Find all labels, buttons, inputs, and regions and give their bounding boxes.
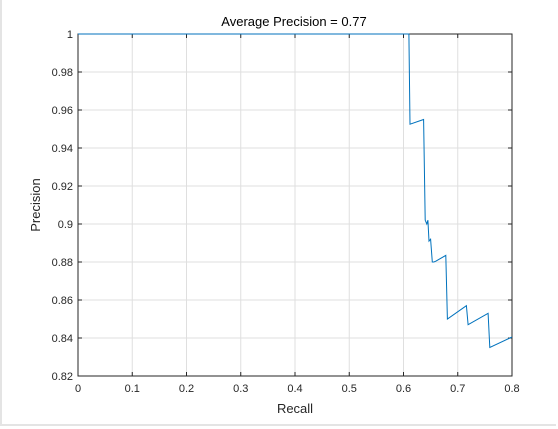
y-tick-label: 0.94 — [52, 143, 73, 155]
x-tick-label: 0.8 — [504, 383, 519, 395]
y-tick-label: 0.84 — [52, 333, 73, 345]
x-tick-label: 0.1 — [125, 383, 140, 395]
y-tick-label: 1 — [67, 29, 73, 41]
y-tick-label: 0.92 — [52, 181, 73, 193]
y-tick-label: 0.96 — [52, 105, 73, 117]
x-tick-label: 0.6 — [396, 383, 411, 395]
y-tick-label: 0.82 — [52, 371, 73, 383]
series-layer — [78, 33, 513, 349]
x-tick-label: 0.2 — [179, 383, 194, 395]
y-tick-label: 0.88 — [52, 257, 73, 269]
grid-layer — [77, 33, 513, 377]
precision-recall-line — [78, 33, 513, 349]
x-tick-label: 0 — [75, 383, 81, 395]
y-tick-label: 0.9 — [58, 219, 73, 231]
chart-title: Average Precision = 0.77 — [221, 14, 366, 29]
y-tick-label: 0.86 — [52, 295, 73, 307]
tick-layer: 0 0.1 0.2 0.3 0.4 0.5 0.6 0.7 0.8 0.82 0.84 0.86 0.8… — [52, 29, 520, 395]
x-tick-label: 0.3 — [233, 383, 248, 395]
y-axis-label: Precision — [28, 178, 43, 231]
x-axis-label: Recall — [277, 401, 313, 416]
x-tick-label: 0.4 — [287, 383, 302, 395]
y-tick-label: 0.98 — [52, 67, 73, 79]
x-tick-label: 0.7 — [450, 383, 465, 395]
x-tick-label: 0.5 — [342, 383, 357, 395]
